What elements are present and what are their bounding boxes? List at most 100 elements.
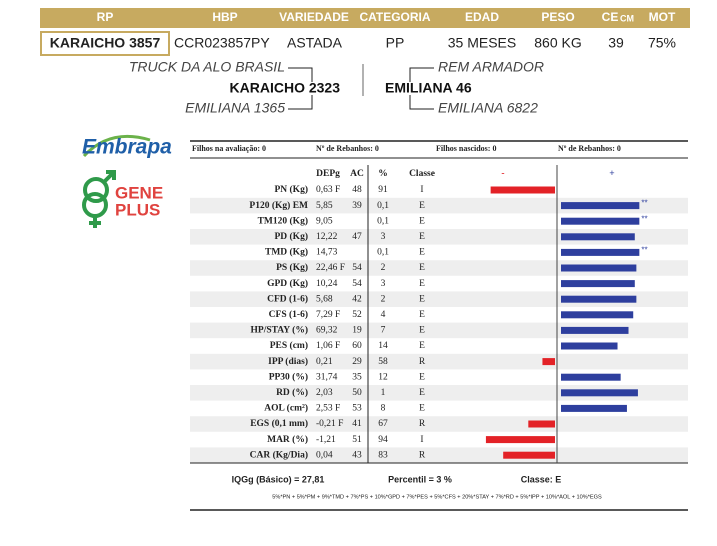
pct: 0,1 bbox=[377, 248, 389, 258]
trait-name: P120 (Kg) EM bbox=[249, 200, 308, 211]
trait-name: IPP (dias) bbox=[268, 356, 308, 367]
pct: 2 bbox=[381, 263, 386, 273]
pct: 0,1 bbox=[377, 201, 389, 211]
classe: E bbox=[419, 279, 425, 289]
ac: 19 bbox=[352, 326, 362, 336]
pct: 12 bbox=[378, 372, 388, 382]
summary-item: Nº de Rebanhos: 0 bbox=[558, 144, 621, 153]
ac: 51 bbox=[352, 435, 362, 445]
column-header: DEPg bbox=[316, 169, 340, 179]
flag: ** bbox=[641, 214, 647, 223]
header-label: RP bbox=[97, 10, 114, 24]
percentile-bar bbox=[561, 342, 618, 350]
header-value: 39 bbox=[608, 35, 624, 51]
column-header: AC bbox=[350, 169, 364, 179]
depg: 0,63 F bbox=[316, 185, 340, 195]
percentile-bar bbox=[561, 264, 637, 272]
depg: -0,21 F bbox=[316, 419, 343, 429]
header-band bbox=[40, 8, 690, 28]
flag: ** bbox=[641, 199, 647, 208]
ac: 50 bbox=[352, 388, 362, 398]
plus-text: PLUS bbox=[115, 200, 160, 219]
row-shade bbox=[190, 229, 688, 245]
header-label: HBP bbox=[212, 10, 237, 24]
ac: 42 bbox=[352, 294, 362, 304]
classe: E bbox=[419, 310, 425, 320]
ac: 41 bbox=[352, 419, 362, 429]
percentile-bar bbox=[490, 186, 555, 194]
header-value: 35 MESES bbox=[448, 35, 516, 51]
ac: 47 bbox=[352, 232, 362, 242]
percentile-bar bbox=[561, 248, 640, 256]
pct: 1 bbox=[381, 388, 386, 398]
column-header: % bbox=[378, 169, 388, 179]
ac: 48 bbox=[352, 185, 362, 195]
percentile-bar bbox=[561, 326, 629, 334]
depg: 31,74 bbox=[316, 372, 338, 382]
trait-name: RD (%) bbox=[276, 387, 308, 398]
percentile-bar bbox=[561, 217, 640, 225]
classe: E bbox=[419, 372, 425, 382]
pct: 14 bbox=[378, 341, 388, 351]
depg: 7,29 F bbox=[316, 310, 340, 320]
percentile-bar bbox=[561, 389, 638, 397]
depg: 12,22 bbox=[316, 232, 338, 242]
iqg: IQGg (Básico) = 27,81 bbox=[232, 474, 325, 484]
header-label: CATEGORIA bbox=[359, 10, 430, 24]
pct: 7 bbox=[381, 326, 386, 336]
ac: 52 bbox=[352, 310, 362, 320]
row-shade bbox=[190, 260, 688, 276]
ac: 54 bbox=[352, 263, 362, 273]
row-shade bbox=[190, 291, 688, 307]
trait-name: CFS (1-6) bbox=[269, 309, 308, 320]
trait-name: CAR (Kg/Dia) bbox=[250, 449, 308, 460]
classe: E bbox=[419, 232, 425, 242]
ac: 39 bbox=[352, 201, 362, 211]
row-shade bbox=[190, 416, 688, 432]
pct: 58 bbox=[378, 357, 388, 367]
header-value: ASTADA bbox=[287, 35, 343, 51]
classe: E bbox=[419, 326, 425, 336]
percentil: Percentil = 3 % bbox=[388, 474, 452, 484]
trait-name: PS (Kg) bbox=[276, 262, 308, 273]
ac: 54 bbox=[352, 279, 362, 289]
percentile-bar bbox=[503, 451, 555, 459]
pct: 0,1 bbox=[377, 216, 389, 226]
trait-name: AOL (cm²) bbox=[264, 403, 308, 414]
ac: 53 bbox=[352, 404, 362, 414]
depg: 0,04 bbox=[316, 450, 333, 460]
trait-name: PP30 (%) bbox=[269, 371, 308, 382]
ac: 43 bbox=[352, 450, 362, 460]
depg: 69,32 bbox=[316, 326, 338, 336]
classe: I bbox=[420, 435, 423, 445]
ac: 35 bbox=[352, 372, 362, 382]
percentile-bar bbox=[561, 295, 637, 303]
trait-name: HP/STAY (%) bbox=[251, 325, 308, 336]
flag: ** bbox=[641, 246, 647, 255]
header-value: CCR023857PY bbox=[174, 35, 270, 51]
classe: E bbox=[419, 294, 425, 304]
depg: 9,05 bbox=[316, 216, 333, 226]
percentile-bar bbox=[561, 404, 627, 412]
header-label: VARIEDADE bbox=[279, 10, 349, 24]
ac: 29 bbox=[352, 357, 362, 367]
pct: 3 bbox=[381, 232, 386, 242]
depg: 1,06 F bbox=[316, 341, 340, 351]
ac: 60 bbox=[352, 341, 362, 351]
percentile-bar bbox=[561, 311, 634, 319]
sire-sire: TRUCK DA ALO BRASIL bbox=[129, 59, 285, 75]
summary-item: Nº de Rebanhos: 0 bbox=[316, 144, 379, 153]
depg: 14,73 bbox=[316, 248, 338, 258]
header-value: 75% bbox=[648, 35, 676, 51]
formula: 5%*PN + 5%*PM + 9%*TMD + 7%*PS + 10%*GPD… bbox=[272, 494, 602, 500]
embrapa-swoosh bbox=[82, 134, 151, 158]
sire: KARAICHO 2323 bbox=[230, 80, 341, 96]
sire-bracket bbox=[288, 67, 313, 110]
classe: E bbox=[419, 216, 425, 226]
classe: E bbox=[419, 201, 425, 211]
column-header: - bbox=[501, 169, 504, 179]
header-value: KARAICHO 3857 bbox=[50, 35, 161, 51]
pct: 83 bbox=[378, 450, 388, 460]
header-value: PP bbox=[386, 35, 405, 51]
